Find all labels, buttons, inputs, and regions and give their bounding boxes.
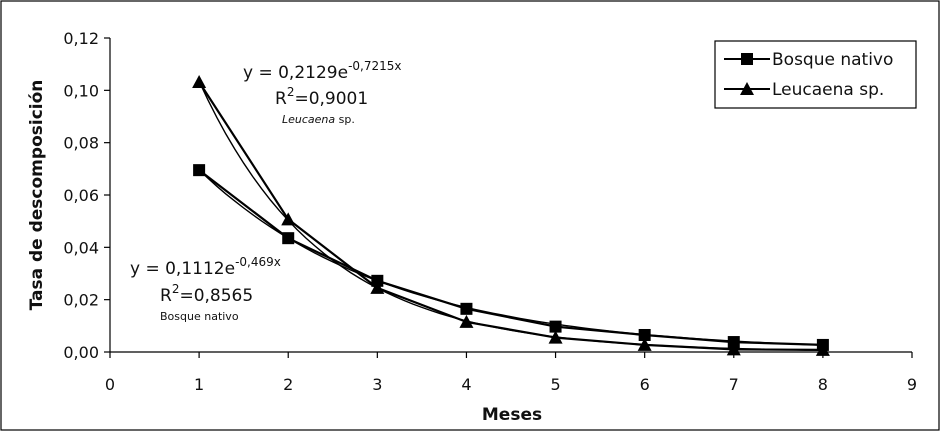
x-tick-label: 6: [640, 375, 650, 394]
leucaena-note-italic: Leucaena: [282, 113, 335, 126]
legend-label-bosque-nativo: Bosque nativo: [772, 50, 893, 70]
bosque-data-point: [549, 320, 562, 333]
bosque-series-line: [198, 169, 823, 346]
leucaena-series-line: [198, 81, 823, 351]
bosque-r2-letter: R: [160, 286, 172, 306]
y-axis-ticks: 0,00 0,02 0,04 0,06 0,08 0,10 0,12: [63, 29, 110, 362]
x-tick-label: 2: [283, 375, 293, 394]
bosque-data-point: [371, 274, 384, 287]
x-tick-label: 3: [372, 375, 382, 394]
bosque-series-note: Bosque nativo: [160, 310, 239, 323]
bosque-r2-value: =0,8565: [179, 286, 253, 306]
y-tick-label: 0,10: [63, 81, 99, 100]
bosque-r2: R2=0,8565: [160, 282, 253, 306]
bosque-data-point: [638, 328, 651, 341]
bosque-equation-annotation: y = 0,1112e-0,469x R2=0,8565 Bosque nati…: [130, 255, 281, 323]
legend-square-marker: [741, 53, 753, 65]
bosque-data-point: [193, 164, 206, 177]
leucaena-data-point: [459, 314, 474, 328]
x-tick-label: 1: [194, 375, 204, 394]
x-tick-label: 5: [550, 375, 560, 394]
leucaena-equation: y = 0,2129e-0,7215x: [243, 59, 401, 83]
legend-entry-leucaena: Leucaena sp.: [724, 80, 884, 100]
chart-legend: Bosque nativo Leucaena sp.: [714, 40, 917, 109]
y-tick-label: 0,08: [63, 134, 99, 153]
x-tick-label: 0: [105, 375, 115, 394]
y-tick-label: 0,12: [63, 29, 99, 48]
leucaena-r2: R2=0,9001: [275, 85, 368, 109]
bosque-data-point: [460, 302, 473, 315]
leucaena-equation-exponent: -0,7215x: [348, 59, 401, 73]
y-tick-label: 0,00: [63, 343, 99, 362]
bosque-data-point: [282, 232, 295, 245]
x-axis-ticks: 0 1 2 3 4 5 6 7 8 9: [105, 352, 917, 394]
leucaena-data-point: [281, 212, 296, 226]
series-markers: [192, 74, 830, 356]
bosque-equation: y = 0,1112e-0,469x: [130, 255, 281, 279]
bosque-equation-base: y = 0,1112e: [130, 259, 235, 279]
x-axis-label: Meses: [482, 405, 542, 425]
bosque-r2-superscript: 2: [172, 282, 180, 296]
x-tick-label: 7: [729, 375, 739, 394]
leucaena-note-rest: sp.: [335, 113, 355, 126]
series-lines: [198, 80, 823, 351]
x-tick-label: 8: [818, 375, 828, 394]
leucaena-data-point: [370, 280, 385, 294]
leucaena-equation-annotation: y = 0,2129e-0,7215x R2=0,9001 Leucaena s…: [243, 59, 401, 126]
leucaena-r2-value: =0,9001: [294, 89, 368, 109]
x-tick-label: 4: [461, 375, 471, 394]
leucaena-equation-base: y = 0,2129e: [243, 63, 348, 83]
leucaena-data-point: [815, 342, 830, 356]
x-tick-label: 9: [907, 375, 917, 394]
leucaena-r2-superscript: 2: [287, 85, 295, 99]
y-axis-label: Tasa de descomposición: [27, 80, 47, 311]
leucaena-r2-letter: R: [275, 89, 287, 109]
legend-label-leucaena: Leucaena sp.: [772, 80, 884, 100]
bosque-data-point: [727, 336, 740, 349]
leucaena-data-point: [637, 337, 652, 351]
leucaena-series-note: Leucaena sp.: [282, 113, 355, 126]
leucaena-data-point: [726, 342, 741, 356]
leucaena-data-point: [192, 74, 207, 88]
legend-entry-bosque-nativo: Bosque nativo: [724, 50, 893, 70]
leucaena-data-point: [548, 330, 563, 344]
legend-box: [714, 40, 917, 109]
y-tick-label: 0,04: [63, 238, 99, 257]
y-tick-label: 0,02: [63, 291, 99, 310]
legend-triangle-marker: [740, 82, 754, 95]
y-tick-label: 0,06: [63, 186, 99, 205]
bosque-equation-exponent: -0,469x: [235, 255, 281, 269]
